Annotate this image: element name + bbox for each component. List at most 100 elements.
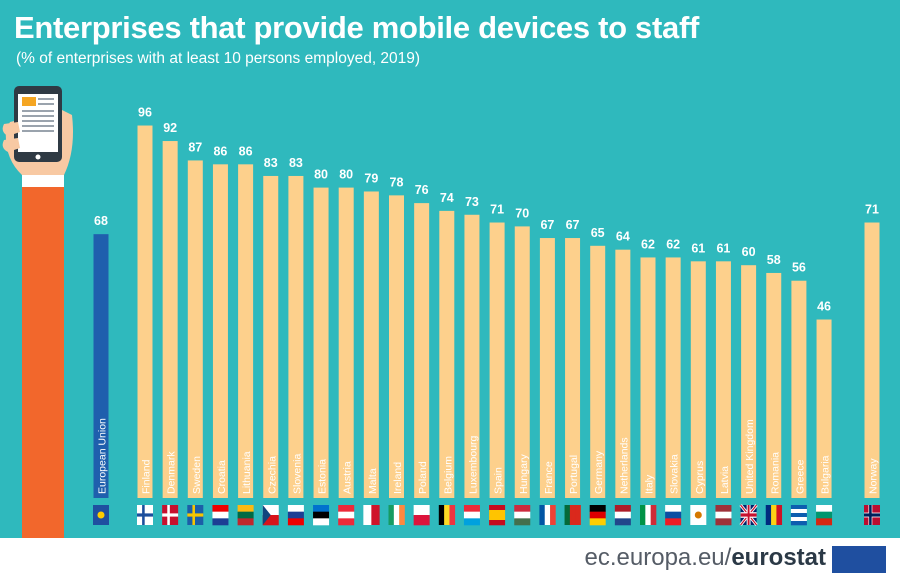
value-label: 65 <box>591 226 605 240</box>
flag-latvia-icon <box>715 505 732 526</box>
bar <box>93 234 109 498</box>
value-label: 96 <box>138 106 152 120</box>
category-label: Portugal <box>568 455 580 494</box>
flag-romania-icon <box>765 505 783 525</box>
value-label: 60 <box>742 245 756 259</box>
smartphone-hand-icon <box>2 86 73 540</box>
bar-group-united-kingdom: 60 United Kingdom <box>739 245 758 526</box>
value-label: 70 <box>515 206 529 220</box>
category-label: Hungary <box>518 454 530 494</box>
value-label: 86 <box>213 144 227 158</box>
value-label: 61 <box>716 241 730 255</box>
bar <box>539 238 555 499</box>
footer-url[interactable]: ec.europa.eu/eurostat <box>585 544 826 572</box>
bar <box>741 265 757 498</box>
value-label: 67 <box>540 218 554 232</box>
category-label: Cyprus <box>694 461 706 494</box>
bar <box>715 261 731 498</box>
bar <box>615 249 631 498</box>
flag-ireland-icon <box>388 505 405 525</box>
bar-group-croatia: 86 Croatia <box>212 144 229 526</box>
category-label: France <box>543 461 555 494</box>
flag-netherlands-icon <box>614 505 631 526</box>
bar-group-romania: 58 Romania <box>765 253 783 525</box>
value-label: 76 <box>415 183 429 197</box>
category-label: Luxembourg <box>467 435 479 494</box>
category-label: Romania <box>769 452 781 494</box>
value-label: 79 <box>364 171 378 185</box>
value-label: 56 <box>792 261 806 275</box>
value-label: 64 <box>616 230 630 244</box>
category-label: Slovenia <box>291 454 303 494</box>
bar <box>288 175 304 498</box>
value-label: 67 <box>566 218 580 232</box>
bar-group-portugal: 67 Portugal <box>564 218 581 525</box>
value-label: 61 <box>691 241 705 255</box>
category-label: Netherlands <box>618 437 630 494</box>
flag-luxembourg-icon <box>463 505 480 526</box>
category-label: Denmark <box>166 451 178 494</box>
flag-austria-icon <box>338 505 355 526</box>
category-label: Italy <box>644 474 656 494</box>
flag-croatia-icon <box>212 505 229 526</box>
bar-group-hungary: 70 Hungary <box>514 206 531 526</box>
category-label: Germany <box>593 450 605 494</box>
chart-subtitle: (% of enterprises with at least 10 perso… <box>16 50 421 67</box>
bar-chart: 68 European Union 96 Finland 92 Denmark 87 Swed… <box>93 106 880 526</box>
footer-url-prefix: ec.europa.eu/ <box>584 544 732 571</box>
value-label: 92 <box>163 121 177 135</box>
category-label: Czechia <box>266 456 278 494</box>
flag-germany-icon <box>589 505 606 526</box>
flag-cyprus-icon <box>690 505 707 525</box>
flag-denmark-icon <box>162 505 179 525</box>
flag-european-union-icon <box>93 505 109 525</box>
bar-group-czechia: 83 Czechia <box>262 156 279 526</box>
value-label: 78 <box>390 175 404 189</box>
flag-portugal-icon <box>564 505 581 525</box>
value-label: 58 <box>767 253 781 267</box>
category-label: Estonia <box>317 459 329 494</box>
flag-france-icon <box>539 505 556 525</box>
value-label: 46 <box>817 300 831 314</box>
chart-title: Enterprises that provide mobile devices … <box>14 10 700 45</box>
bar-group-ireland: 78 Ireland <box>388 175 405 525</box>
flag-spain-icon <box>489 505 506 526</box>
bar-group-denmark: 92 Denmark <box>162 121 179 525</box>
bar-group-lithuania: 86 Lithuania <box>237 144 254 526</box>
bar <box>137 125 153 499</box>
flag-bulgaria-icon <box>816 505 833 526</box>
bar <box>690 261 706 498</box>
bar-group-european-union: 68 European Union <box>93 214 109 525</box>
bar-group-belgium: 74 Belgium <box>438 191 456 525</box>
footer: ec.europa.eu/eurostat <box>0 538 900 582</box>
value-label: 74 <box>440 191 454 205</box>
bar <box>263 175 279 498</box>
bar-group-italy: 62 Italy <box>640 237 657 525</box>
flag-finland-icon <box>137 505 153 525</box>
eu-flag-icon <box>832 546 886 573</box>
value-label: 80 <box>314 168 328 182</box>
bar-group-france: 67 France <box>539 218 556 525</box>
bar <box>414 203 430 498</box>
value-label: 71 <box>865 203 879 217</box>
flag-united-kingdom-icon <box>739 504 758 526</box>
bar <box>640 257 656 498</box>
flag-sweden-icon <box>187 505 204 525</box>
bar <box>238 164 254 498</box>
flag-czechia-icon <box>262 505 279 526</box>
value-label: 62 <box>641 237 655 251</box>
bar <box>766 272 782 498</box>
bar-group-germany: 65 Germany <box>589 226 606 526</box>
bar <box>864 222 880 498</box>
bar <box>212 164 228 498</box>
bar <box>489 222 505 498</box>
bar-group-greece: 56 Greece <box>790 261 807 526</box>
category-label: Spain <box>493 467 505 494</box>
category-label: Norway <box>868 458 880 494</box>
bar-group-netherlands: 64 Netherlands <box>614 230 631 526</box>
bar <box>313 187 329 498</box>
value-label: 86 <box>239 144 253 158</box>
flag-belgium-icon <box>438 505 456 525</box>
category-label: Austria <box>342 461 354 494</box>
